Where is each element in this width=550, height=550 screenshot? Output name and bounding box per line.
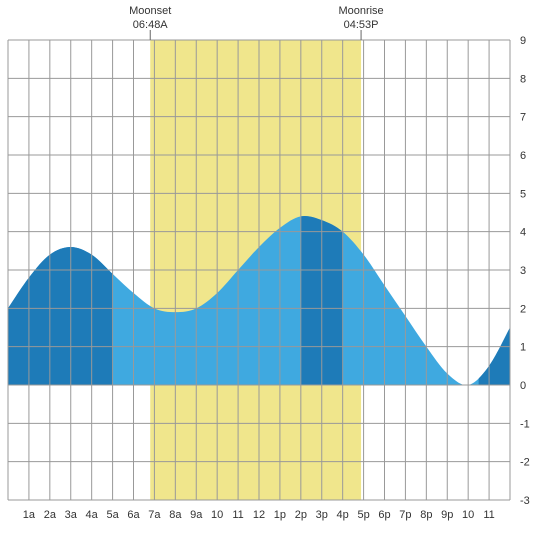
y-tick-label: 2 [520,303,526,315]
x-tick-label: 11 [483,509,494,521]
x-tick-label: 7a [148,509,161,521]
x-tick-label: 12 [253,509,265,521]
x-tick-label: 8p [420,509,432,521]
y-tick-label: 4 [520,227,526,239]
chart-svg: 1a2a3a4a5a6a7a8a9a1011121p2p3p4p5p6p7p8p… [0,0,550,550]
y-tick-label: 0 [520,380,526,392]
tide-chart: 1a2a3a4a5a6a7a8a9a1011121p2p3p4p5p6p7p8p… [0,0,550,550]
annotation-time: 04:53P [344,19,379,31]
x-tick-label: 4p [337,509,349,521]
y-tick-label: 7 [520,112,526,124]
x-tick-label: 9p [441,509,453,521]
y-tick-label: 5 [520,188,526,200]
x-tick-label: 8a [169,509,182,521]
y-tick-label: 9 [520,35,526,47]
x-tick-label: 1p [274,509,286,521]
annotation-label: Moonrise [338,5,383,17]
y-tick-label: -2 [520,457,530,469]
y-tick-label: 1 [520,342,526,354]
x-tick-label: 6a [127,509,140,521]
y-tick-label: 6 [520,150,526,162]
x-tick-label: 3p [316,509,328,521]
x-tick-label: 11 [232,509,243,521]
x-tick-label: 10 [211,509,223,521]
x-tick-label: 2p [295,509,307,521]
y-tick-label: 8 [520,73,526,85]
x-tick-label: 4a [86,509,99,521]
y-tick-label: -3 [520,495,530,507]
x-tick-label: 5p [357,509,369,521]
x-tick-label: 10 [462,509,474,521]
y-tick-label: -1 [520,418,530,430]
y-tick-label: 3 [520,265,526,277]
x-tick-label: 1a [23,509,36,521]
annotation-label: Moonset [129,5,171,17]
x-tick-label: 9a [190,509,203,521]
x-tick-label: 7p [399,509,411,521]
x-tick-label: 3a [65,509,78,521]
annotation-time: 06:48A [133,19,169,31]
x-tick-label: 5a [106,509,119,521]
x-tick-label: 6p [378,509,390,521]
x-tick-label: 2a [44,509,57,521]
